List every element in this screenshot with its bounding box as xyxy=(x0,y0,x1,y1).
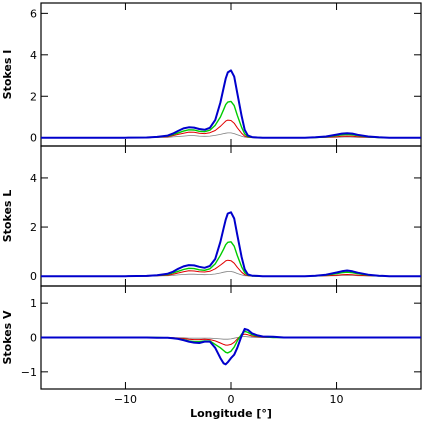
y-tick-label: 2 xyxy=(30,90,37,103)
series-line xyxy=(41,271,421,277)
series-line xyxy=(41,132,421,139)
series-line xyxy=(41,333,421,346)
series-line xyxy=(41,69,421,139)
panel-frame xyxy=(40,2,422,147)
series-line xyxy=(41,327,421,366)
series-line xyxy=(41,211,421,278)
y-tick-label: 2 xyxy=(30,221,37,234)
y-tick-label: 0 xyxy=(30,332,37,345)
y-axis-title: Stokes V xyxy=(1,310,14,365)
y-tick-label: 0 xyxy=(30,132,37,145)
y-tick-label: 4 xyxy=(30,49,37,62)
panel-3: −1 0 1 Stokes V xyxy=(1,285,422,390)
series-line xyxy=(41,259,421,277)
panel-frame xyxy=(40,145,422,287)
y-tick-label: 6 xyxy=(30,7,37,20)
x-tick-label: −10 xyxy=(114,393,137,406)
x-tick-label: 0 xyxy=(228,393,235,406)
series-line xyxy=(41,100,421,139)
panel-1: 0 2 4 6 Stokes I xyxy=(1,2,422,147)
series-line xyxy=(41,241,421,277)
panel-2: 0 2 4 Stokes L xyxy=(1,145,422,287)
series-line xyxy=(41,119,421,139)
series-line xyxy=(41,330,421,354)
x-tick-label: 10 xyxy=(330,393,344,406)
y-tick-label: 4 xyxy=(30,172,37,185)
x-axis-title: Longitude [°] xyxy=(190,407,272,420)
y-tick-label: 0 xyxy=(30,270,37,283)
y-tick-label: −1 xyxy=(21,366,37,379)
y-axis-title: Stokes L xyxy=(1,190,14,243)
y-tick-label: 1 xyxy=(30,297,37,310)
y-axis-title: Stokes I xyxy=(1,50,14,100)
